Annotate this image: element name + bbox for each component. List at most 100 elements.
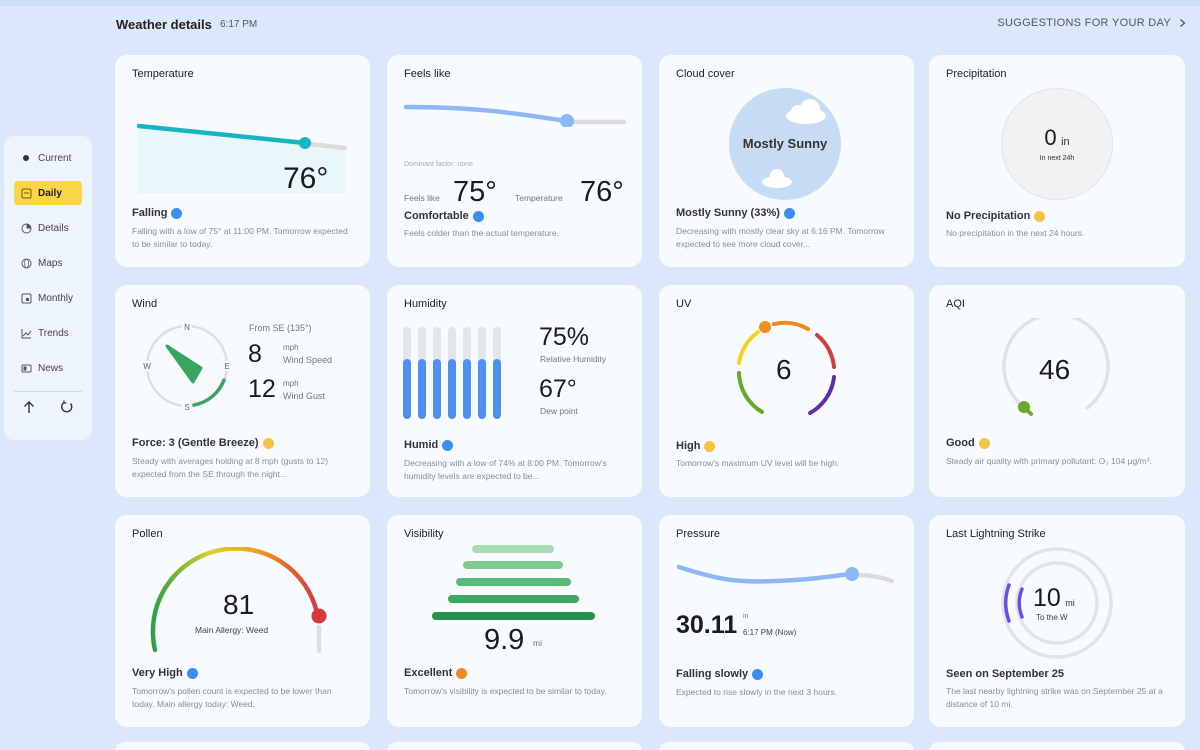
aqi-card[interactable]: AQI 46 Good Steady air quality with prim… — [929, 285, 1185, 497]
pressure-trend-chart — [676, 564, 895, 584]
refresh-button[interactable] — [60, 400, 74, 414]
visibility-card[interactable]: Visibility 9.9 mi Excellent Tomorrow's v… — [387, 515, 642, 727]
lightning-card[interactable]: Last Lightning Strike 10 mi To the W See… — [929, 515, 1185, 727]
aqi-value: 46 — [1039, 354, 1071, 385]
globe-icon — [20, 257, 32, 269]
wind-gust-unit: mph — [283, 379, 299, 388]
temperature-value: 76° — [580, 176, 624, 208]
calendar-grid-icon — [20, 292, 32, 304]
card-description: Tomorrow's maximum UV level will be high… — [676, 458, 840, 468]
sidebar-item-maps[interactable]: Maps — [14, 251, 82, 275]
aqi-gauge — [1002, 318, 1110, 416]
suggestions-link[interactable]: SUGGESTIONS FOR YOUR DAY — [997, 17, 1186, 29]
humidity-value: 75% — [539, 323, 590, 351]
card-title: AQI — [946, 298, 965, 310]
lightning-direction: To the W — [1036, 613, 1068, 622]
wind-gust-label: Wind Gust — [283, 391, 326, 401]
next-row-card[interactable] — [115, 742, 370, 750]
temperature-card[interactable]: Temperature 76° Falling Falling with a l… — [115, 55, 370, 267]
visibility-bars — [432, 545, 595, 620]
next-row-card[interactable] — [387, 742, 642, 750]
status-label: Seen on September 25 — [946, 668, 1064, 680]
trend-badge-icon — [442, 439, 454, 451]
card-title: Precipitation — [946, 68, 1007, 80]
lightning-unit: mi — [1065, 598, 1075, 608]
card-description: Steady air quality with primary pollutan… — [946, 456, 1152, 466]
humidity-label: Relative Humidity — [540, 354, 607, 364]
status-label: Comfortable — [404, 210, 484, 222]
cloud-cover-card[interactable]: Cloud cover Mostly Sunny Mostly Sunny (3… — [659, 55, 914, 267]
humidity-bars — [403, 327, 501, 419]
next-row-card[interactable] — [929, 742, 1185, 750]
status-label: Force: 3 (Gentle Breeze) — [132, 437, 274, 449]
suggestions-label: SUGGESTIONS FOR YOUR DAY — [997, 17, 1171, 29]
sidebar-item-label: Trends — [38, 327, 69, 339]
pollen-gauge — [150, 547, 327, 654]
visibility-unit: mi — [533, 638, 542, 648]
dew-point-label: Dew point — [540, 406, 578, 416]
precipitation-value: 0 — [1044, 125, 1057, 150]
card-description: Steady with averages holding at 8 mph (g… — [132, 456, 329, 479]
wind-card[interactable]: Wind N E S W From SE (135°) 8 mph Wind S… — [115, 285, 370, 497]
refresh-icon — [61, 400, 73, 413]
visibility-value: 9.9 — [484, 624, 525, 656]
temperature-value: 76° — [283, 162, 329, 195]
pressure-unit: in — [743, 613, 749, 620]
pollen-main-allergy: Main Allergy: Weed — [195, 625, 269, 635]
status-label: High — [676, 440, 716, 452]
sidebar-item-current[interactable]: Current — [14, 146, 82, 170]
precipitation-card[interactable]: Precipitation 0 in In next 24h No Precip… — [929, 55, 1185, 267]
status-label: Humid — [404, 439, 454, 451]
pollen-value: 81 — [223, 589, 255, 620]
pressure-value: 30.11 — [676, 611, 738, 639]
neutral-badge-icon — [978, 437, 990, 449]
pressure-card[interactable]: Pressure 30.11 in 6:17 PM (Now) Falling … — [659, 515, 914, 727]
compass-east: E — [224, 362, 229, 371]
card-title: UV — [676, 298, 692, 310]
sidebar-item-monthly[interactable]: Monthly — [14, 286, 82, 310]
card-description: Tomorrow's pollen count is expected to b… — [132, 686, 332, 709]
trend-down-badge-icon — [171, 207, 183, 219]
sidebar-item-trends[interactable]: Trends — [14, 321, 82, 345]
card-title: Last Lightning Strike — [946, 528, 1046, 540]
scroll-top-button[interactable] — [22, 400, 36, 414]
wind-direction: From SE (135°) — [249, 323, 312, 333]
neutral-badge-icon — [704, 440, 716, 452]
cloud-cover-center-label: Mostly Sunny — [742, 136, 828, 151]
next-row-card[interactable] — [659, 742, 914, 750]
compass-north: N — [184, 323, 190, 332]
trend-badge-icon — [472, 210, 484, 222]
status-label: Good — [946, 437, 990, 449]
feels-like-card[interactable]: Feels like Dominant factor: none Feels l… — [387, 55, 642, 267]
sidebar-item-news[interactable]: News — [14, 356, 82, 380]
status-label: No Precipitation — [946, 210, 1046, 222]
card-description: Expected to rise slowly in the next 3 ho… — [676, 687, 838, 697]
pie-icon — [20, 222, 32, 234]
sidebar-item-daily[interactable]: Daily — [14, 181, 82, 205]
news-icon — [20, 362, 32, 374]
sidebar-item-label: Current — [38, 152, 72, 164]
header-time: 6:17 PM — [220, 19, 258, 30]
uv-gauge — [737, 320, 836, 415]
uv-card[interactable]: UV 6 High Tomorrow's maximum UV level wi… — [659, 285, 914, 497]
compass-west: W — [143, 362, 151, 371]
pollen-card[interactable]: Pollen 81 Main Allergy: Weed Very High T… — [115, 515, 370, 727]
sidebar-item-label: Maps — [38, 257, 63, 269]
card-title: Pollen — [132, 528, 163, 540]
card-description: Feels colder than the actual temperature… — [404, 228, 559, 238]
calendar-icon — [20, 187, 32, 199]
dew-point-value: 67° — [539, 375, 577, 403]
card-title: Visibility — [404, 528, 444, 540]
sidebar-item-details[interactable]: Details — [14, 216, 82, 240]
trend-badge-icon — [752, 668, 764, 680]
humidity-card[interactable]: Humidity 75% Relative Humidity 67° Dew p… — [387, 285, 642, 497]
status-label: Excellent — [404, 667, 468, 679]
page-title: Weather details — [116, 17, 212, 32]
feels-like-value: 75° — [453, 176, 497, 208]
lightning-distance: 10 — [1033, 584, 1061, 612]
card-title: Pressure — [676, 528, 721, 540]
card-description: Decreasing with mostly clear sky at 6:16… — [676, 226, 885, 249]
precipitation-sub: In next 24h — [1039, 155, 1075, 162]
card-description: No precipitation in the next 24 hours. — [946, 228, 1085, 238]
uv-value: 6 — [776, 354, 792, 385]
